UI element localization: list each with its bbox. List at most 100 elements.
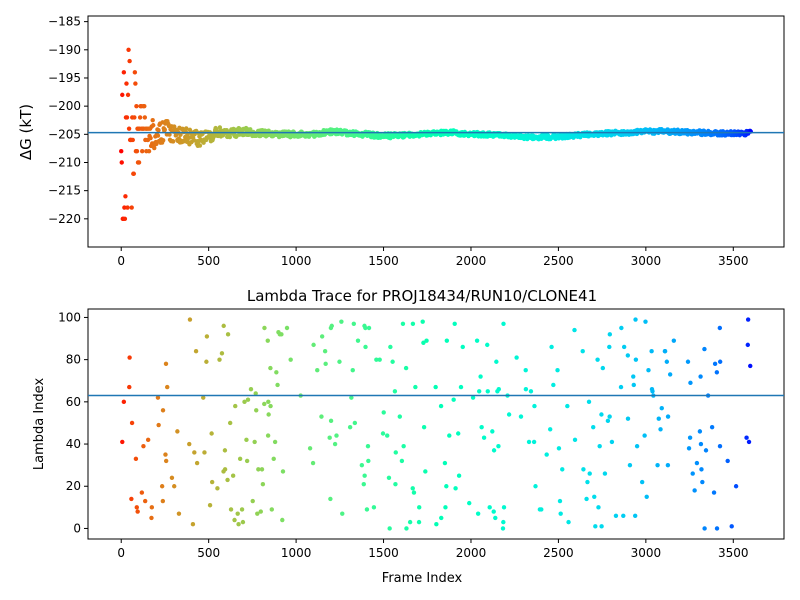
y-tick-label: −190 [48, 43, 81, 57]
delta-g-point [151, 123, 156, 128]
lambda-point [225, 477, 230, 483]
x-tick-label: 2000 [456, 546, 487, 560]
lambda-point [371, 505, 377, 510]
lambda-point [127, 355, 132, 360]
lambda-point [329, 323, 334, 329]
lambda-point [470, 395, 476, 400]
lambda-point [619, 325, 624, 331]
lambda-point [227, 420, 233, 426]
lambda-point [280, 517, 285, 523]
lambda-point [649, 349, 654, 354]
lambda-point [240, 519, 246, 525]
lambda-point [268, 365, 273, 371]
lambda-point [688, 380, 693, 386]
lambda-point [127, 384, 132, 390]
lambda-point [560, 467, 565, 472]
lambda-point [697, 429, 703, 434]
lambda-point [163, 452, 168, 457]
lambda-point [141, 443, 146, 449]
lambda-point [481, 435, 487, 440]
lambda-point [248, 386, 254, 392]
lambda-point [547, 427, 553, 432]
lambda-point [366, 325, 372, 331]
delta-g-point [136, 160, 142, 165]
x-tick-label: 2500 [543, 546, 574, 560]
lambda-point [714, 526, 720, 531]
lambda-point [235, 511, 240, 516]
lambda-point [403, 365, 409, 371]
lambda-point [717, 443, 723, 449]
lambda-point [323, 361, 328, 367]
lambda-point [439, 515, 444, 521]
lambda-point [658, 427, 663, 432]
lambda-point [632, 513, 638, 518]
lambda-point [692, 488, 697, 493]
lambda-point [381, 410, 386, 415]
lambda-point [194, 460, 200, 466]
delta-g-point [148, 135, 153, 141]
lambda-point [359, 462, 365, 468]
lambda-point [363, 344, 368, 350]
delta-g-point [126, 126, 132, 131]
y-tick-label: 40 [66, 437, 81, 451]
lambda-point [667, 372, 673, 377]
lambda-point [442, 460, 448, 466]
lambda-point [120, 439, 125, 445]
lambda-point [416, 519, 422, 525]
lambda-point [236, 522, 241, 527]
lambda-point [393, 481, 398, 487]
lambda-point [532, 403, 537, 409]
lambda-point [453, 486, 458, 491]
lambda-point [250, 498, 255, 504]
lambda-point [288, 357, 293, 362]
lambda-point [217, 357, 222, 362]
lambda-point [387, 526, 392, 531]
lambda-point [274, 370, 279, 375]
lambda-point [631, 382, 636, 388]
lambda-point [139, 490, 145, 495]
lambda-point [160, 498, 166, 504]
lambda-point [160, 408, 166, 413]
lambda-point [544, 452, 549, 457]
lambda-point [245, 397, 251, 402]
lambda-point [272, 439, 278, 445]
lambda-point [665, 414, 671, 419]
lambda-point [149, 515, 154, 521]
lambda-point [496, 443, 501, 449]
lambda-point [215, 486, 220, 491]
lambda-point [438, 403, 444, 409]
lambda-point [192, 450, 197, 455]
lambda-point [717, 325, 723, 331]
delta-g-point [124, 115, 130, 120]
delta-g-panel: 0 500 1000 1500 2000 2500 3000 3500 −185 −190 −19… [17, 15, 785, 268]
lambda-point [745, 317, 751, 322]
lambda-point [307, 446, 313, 451]
delta-g-point [132, 70, 138, 75]
lambda-point [479, 424, 484, 430]
lambda-point [351, 321, 357, 326]
lambda-point [134, 505, 139, 510]
lambda-point [159, 484, 165, 489]
lambda-point [733, 484, 739, 489]
lambda-point [209, 479, 215, 485]
lambda-point [322, 349, 328, 354]
lambda-point [646, 367, 651, 373]
delta-g-point [140, 149, 145, 154]
lambda-point [655, 462, 660, 468]
lambda-point [556, 446, 562, 451]
delta-g-y-axis-label: ΔG (kT) [17, 104, 35, 160]
lambda-point [686, 446, 692, 451]
lambda-point [252, 439, 257, 445]
lambda-point [744, 435, 749, 440]
delta-g-point [167, 132, 172, 137]
lambda-point [386, 475, 392, 481]
lambda-point [410, 486, 415, 491]
lambda-trace-y-ticks: 0 20 40 60 80 100 [58, 310, 88, 535]
lambda-point [587, 471, 592, 476]
lambda-point [129, 496, 134, 502]
x-tick-label: 1500 [368, 546, 399, 560]
lambda-point [478, 374, 483, 379]
lambda-trace-title: Lambda Trace for PROJ18434/RUN10/CLONE41 [247, 287, 597, 305]
lambda-point [411, 490, 417, 495]
lambda-point [526, 439, 532, 445]
